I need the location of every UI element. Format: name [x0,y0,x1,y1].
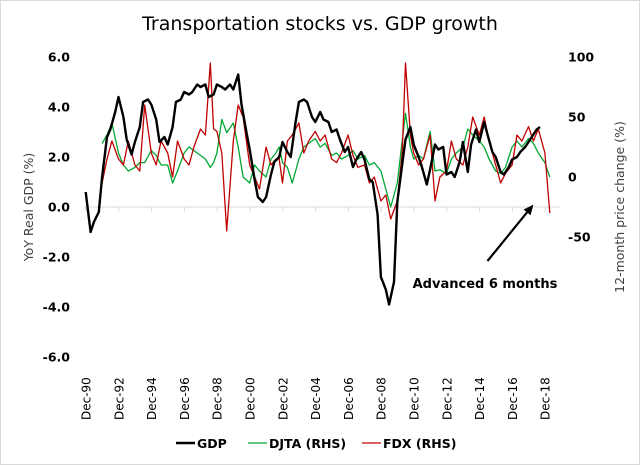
y-tick-label: 6.0 [48,50,70,65]
x-axis: Dec-90 Dec-92 Dec-94 Dec-96 Dec-98 Dec-00 Dec-… [80,206,560,420]
y-tick-label: -4.0 [43,300,71,315]
chart-title: Transportation stocks vs. GDP growth [141,13,498,35]
x-tick-label: Dec-90 [80,377,94,420]
x-tick-label: Dec-16 [506,377,520,420]
x-tick-label: Dec-00 [244,377,258,420]
y-axis-label: YoY Real GDP (%) [21,153,36,263]
y-tick-label: 0.0 [48,200,70,215]
y2-axis-label: 12-month price change (%) [612,121,627,293]
y2-tick-label: -50 [568,230,591,245]
y2-tick-label: 50 [568,110,586,125]
x-tick-label: Dec-04 [309,377,323,420]
y2-axis-ticks: 100 50 0 -50 [568,50,594,245]
x-tick-label: Dec-06 [342,377,356,420]
legend-label-fdx-rhs: FDX (RHS) [383,436,456,451]
x-tick-label: Dec-92 [112,377,126,420]
annotation-arrow-head [523,204,534,216]
series-group [84,62,551,306]
y-axis-ticks: 6.0 4.0 2.0 0.0 -2.0 -4.0 -6.0 [43,50,71,365]
x-tick-label: Dec-14 [473,377,487,420]
x-tick-label: Dec-08 [375,377,389,420]
x-tick-label: Dec-12 [440,377,454,420]
y2-tick-label: 0 [568,170,577,185]
legend: GDP DJTA (RHS) FDX (RHS) [176,436,456,451]
x-tick-label: Dec-98 [211,377,225,420]
y2-tick-label: 100 [568,50,594,65]
annotation-text: Advanced 6 months [413,277,558,292]
series-line-fdx-rhs [101,62,551,232]
series-line-gdp [84,73,541,306]
x-tick-label: Dec-96 [178,377,192,420]
annotation: Advanced 6 months [413,204,558,292]
legend-label-djta-rhs: DJTA (RHS) [269,436,346,451]
x-tick-label: Dec-10 [408,377,422,420]
x-tick-label: Dec-02 [276,377,290,420]
legend-label-gdp: GDP [197,436,227,451]
y-tick-label: -2.0 [43,250,71,265]
series-line-djta-rhs [101,112,551,208]
annotation-arrow [486,211,528,262]
x-tick-label: Dec-94 [145,377,159,420]
y-tick-label: 4.0 [48,100,70,115]
x-tick-label: Dec-18 [539,377,553,420]
y-tick-label: 2.0 [48,150,70,165]
y-tick-label: -6.0 [43,350,71,365]
